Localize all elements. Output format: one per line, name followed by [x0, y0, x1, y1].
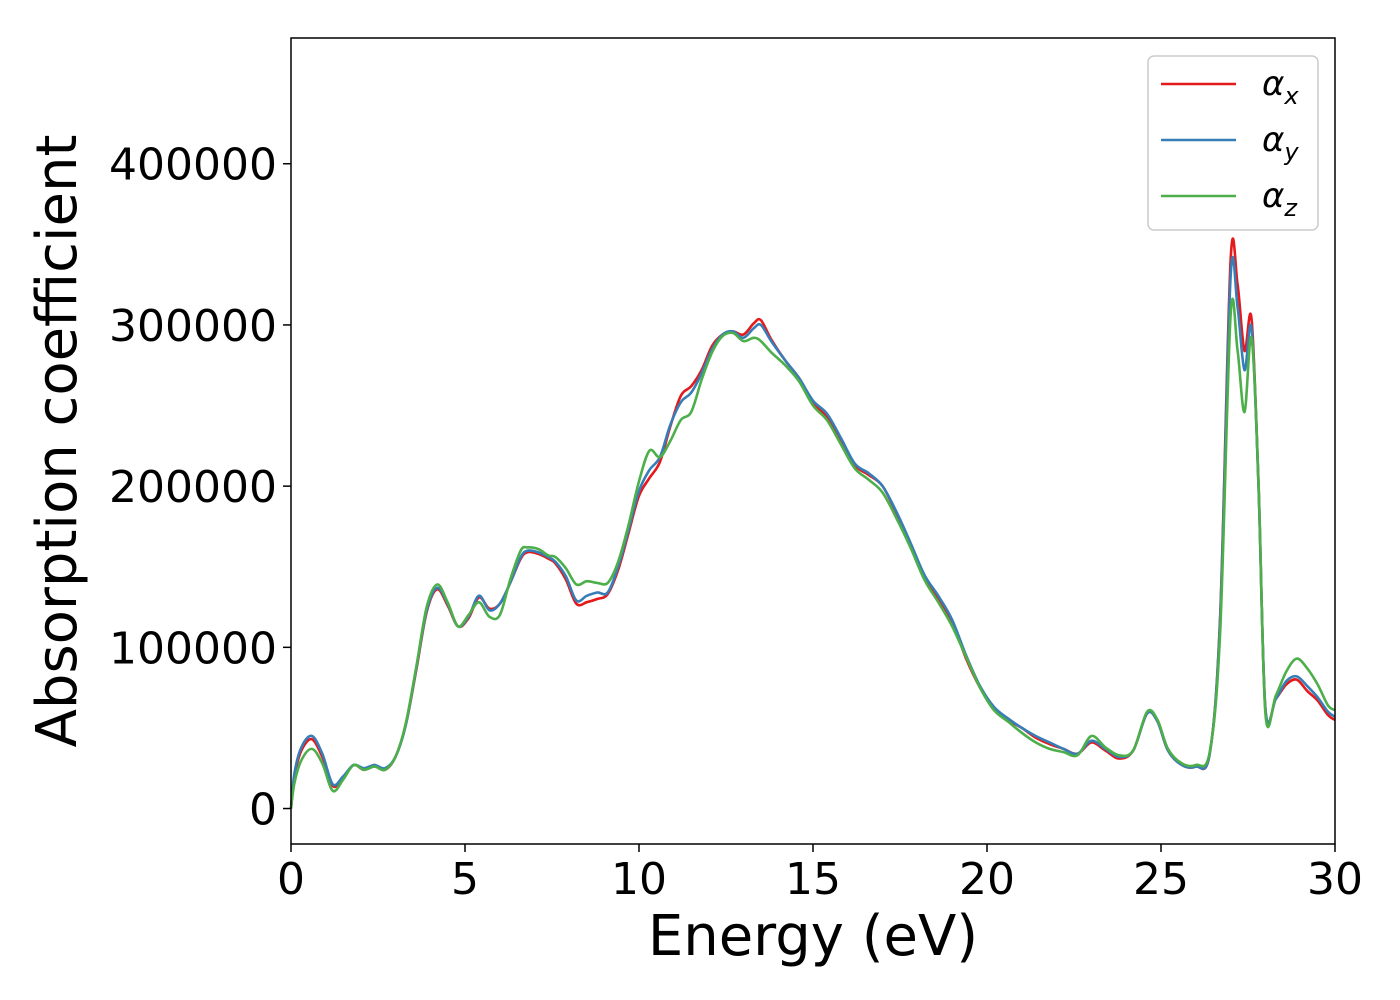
y-axis-ticks: 0 100000 200000 300000 400000: [109, 140, 291, 836]
x-tick-label: 5: [451, 854, 479, 905]
x-axis-ticks: 0 5 10 15 20 25 30: [277, 844, 1363, 905]
x-tick-label: 10: [611, 854, 667, 905]
legend-label: αz: [1262, 176, 1298, 222]
legend-label: αx: [1262, 64, 1299, 110]
y-tick-label: 0: [249, 785, 277, 836]
x-tick-label: 15: [785, 854, 841, 905]
series-layer: [289, 237, 1336, 809]
y-tick-label: 300000: [109, 301, 277, 352]
y-axis-title: Absorption coefficient: [25, 135, 90, 748]
x-tick-label: 25: [1133, 854, 1189, 905]
x-tick-label: 0: [277, 854, 305, 905]
y-tick-label: 200000: [109, 462, 277, 513]
series-line-3: [289, 297, 1336, 809]
x-tick-label: 30: [1307, 854, 1363, 905]
y-tick-label: 400000: [109, 140, 277, 191]
x-axis-title: Energy (eV): [648, 904, 978, 969]
y-tick-label: 100000: [109, 623, 277, 674]
legend: αx αy αz: [1147, 55, 1319, 231]
legend-box: [1147, 55, 1319, 231]
legend-label: αy: [1262, 120, 1299, 166]
x-tick-label: 20: [959, 854, 1015, 905]
